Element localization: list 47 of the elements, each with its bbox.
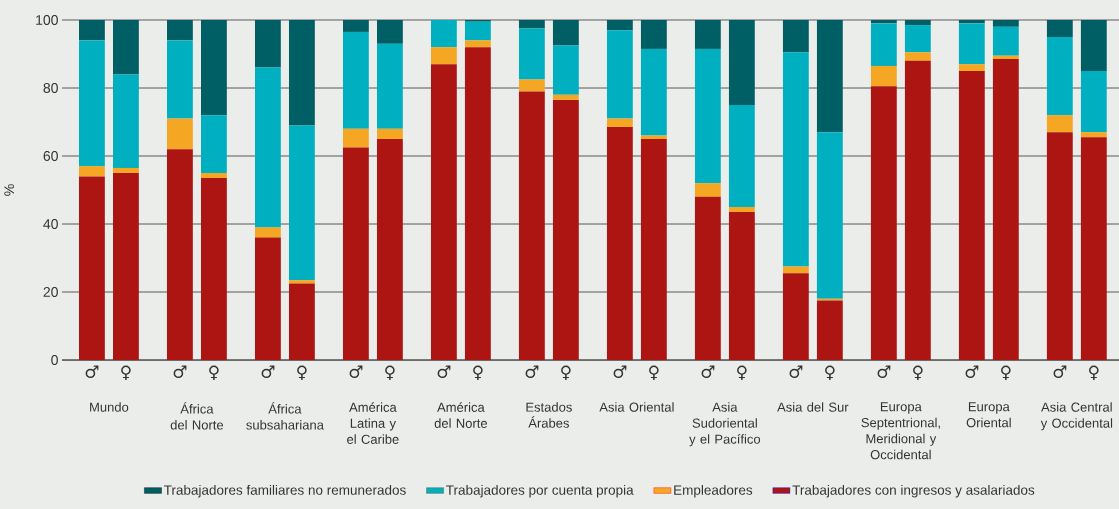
text: África subsahariana [246,402,324,430]
x-tick-label: ♀ [385,365,395,381]
x-tick-label: ♂ [789,365,803,379]
text: Europa Septentrional, Meridional y Occidental [861,402,940,460]
text: Asia Central y Occidental [1040,402,1113,431]
x-tick-label: ♂ [261,365,275,379]
text: Asia Sudoriental y el Pacífico [689,402,761,447]
legend-label: Trabajadores por cuenta propia [446,484,634,498]
x-tick-label: ♀ [473,365,483,381]
x-tick-label: ♀ [737,365,747,381]
x-tick-label: ♂ [525,365,539,379]
text: América del Norte [434,402,488,428]
y-tick-label: 0 [51,355,58,365]
x-tick-label: ♀ [297,365,307,381]
y-tick-label: 100 [36,15,58,25]
y-tick-label: 40 [43,219,58,229]
y-axis-title: % [4,184,15,196]
legend-label: Empleadores [674,484,753,498]
x-tick-label: ♂ [701,365,715,379]
x-tick-label: ♂ [877,365,891,379]
x-tick-label: ♂ [85,365,99,379]
text: África del Norte [170,402,224,430]
x-tick-label: ♀ [825,365,835,381]
text: Mundo [90,402,129,412]
legend-label: Trabajadores con ingresos y asalariados [792,484,1035,498]
x-tick-label: ♀ [121,365,131,381]
y-tick-label: 20 [43,287,58,297]
text: Asia del Sur [777,402,849,412]
legend-label: Trabajadores familiares no remunerados [163,484,406,498]
x-tick-label: ♂ [173,365,187,379]
text: Asia Oriental [599,402,674,412]
x-tick-label: ♂ [349,365,363,379]
text: América Latina y el Caribe [347,402,399,444]
x-tick-label: ♀ [913,365,923,381]
x-tick-label: ♂ [613,365,627,379]
y-tick-label: 60 [43,151,58,161]
y-tick-label: 80 [43,83,58,93]
x-tick-label: ♂ [965,365,979,379]
x-tick-label: ♀ [649,365,659,381]
x-tick-label: ♀ [1001,365,1011,381]
x-tick-label: ♀ [209,365,219,381]
text: Europa Oriental [966,402,1011,428]
x-tick-label: ♀ [561,365,571,381]
x-tick-label: ♀ [1089,365,1099,381]
x-tick-label: ♂ [1053,365,1067,379]
text: Estados Árabes [526,402,572,428]
x-tick-label: ♂ [437,365,451,379]
